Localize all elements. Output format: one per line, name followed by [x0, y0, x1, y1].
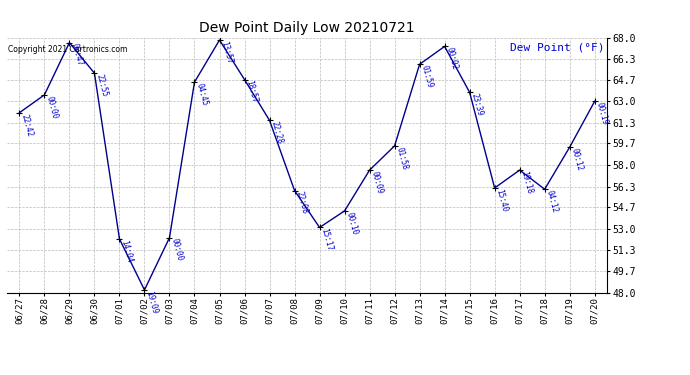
Text: 22:08: 22:08 — [295, 190, 309, 215]
Text: 00:10: 00:10 — [344, 211, 359, 236]
Text: 00:12: 00:12 — [570, 147, 584, 172]
Text: 04:12: 04:12 — [544, 189, 560, 214]
Text: 00:02: 00:02 — [444, 46, 460, 71]
Text: 00:47: 00:47 — [70, 43, 84, 67]
Text: 19:18: 19:18 — [520, 170, 534, 195]
Text: 13:57: 13:57 — [219, 40, 234, 65]
Text: 00:00: 00:00 — [44, 95, 59, 120]
Text: 01:59: 01:59 — [420, 64, 434, 89]
Text: 01:58: 01:58 — [395, 146, 409, 171]
Text: 22:28: 22:28 — [270, 120, 284, 145]
Text: 00:19: 00:19 — [595, 101, 609, 126]
Text: 22:42: 22:42 — [19, 113, 34, 137]
Title: Dew Point Daily Low 20210721: Dew Point Daily Low 20210721 — [199, 21, 415, 35]
Text: 23:39: 23:39 — [470, 92, 484, 117]
Text: 18:57: 18:57 — [244, 80, 259, 104]
Text: 15:40: 15:40 — [495, 188, 509, 213]
Text: 19:09: 19:09 — [144, 290, 159, 315]
Text: 04:45: 04:45 — [195, 82, 209, 107]
Text: 00:00: 00:00 — [170, 238, 184, 262]
Text: Dew Point (°F): Dew Point (°F) — [510, 43, 604, 52]
Text: Copyright 2021 Cartronics.com: Copyright 2021 Cartronics.com — [8, 45, 128, 54]
Text: 22:55: 22:55 — [95, 73, 109, 98]
Text: 15:17: 15:17 — [319, 228, 334, 252]
Text: 00:09: 00:09 — [370, 170, 384, 195]
Text: 14:04: 14:04 — [119, 239, 134, 264]
